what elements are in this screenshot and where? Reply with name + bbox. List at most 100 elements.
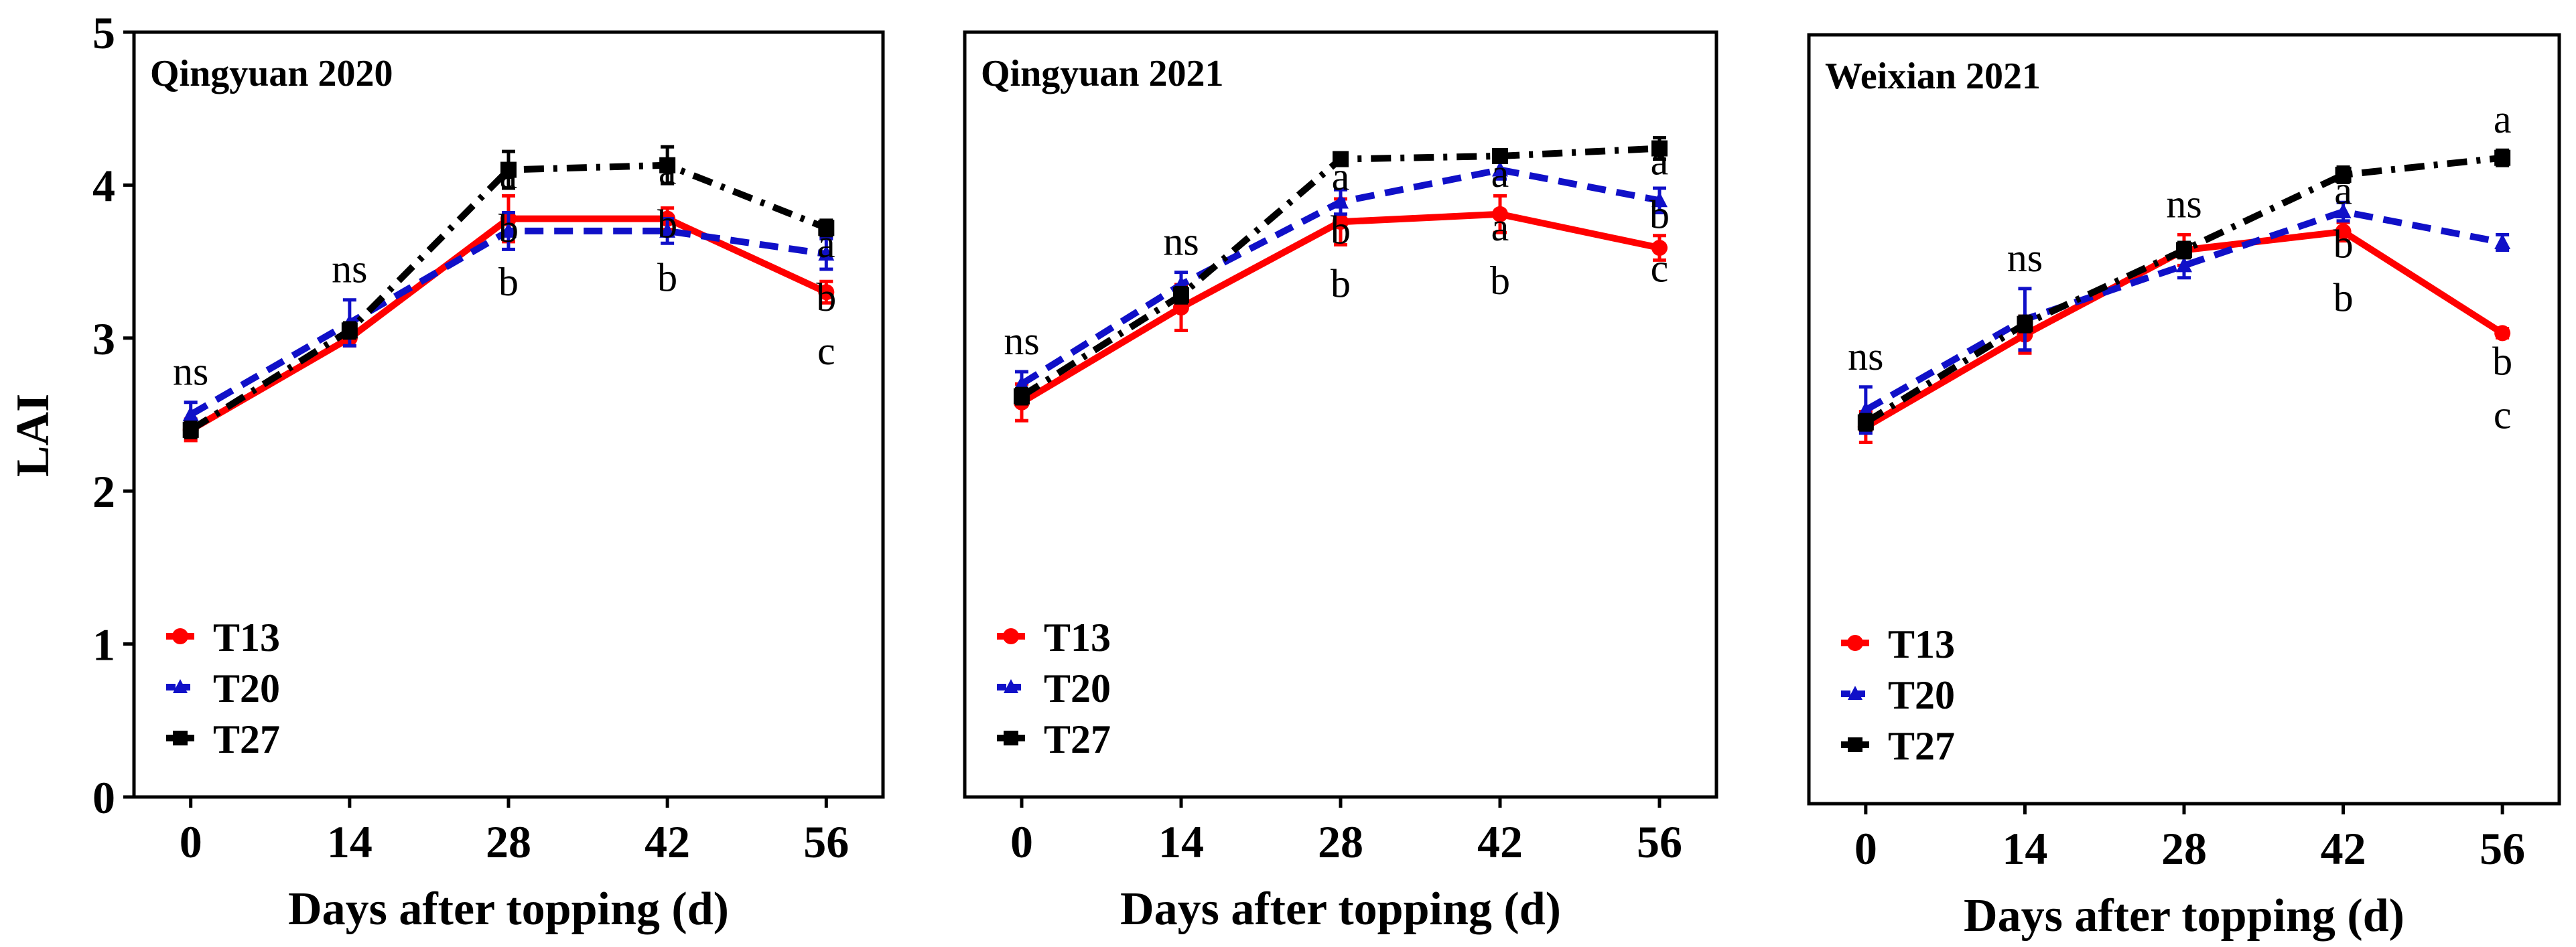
significance-letter: c [2494,392,2512,437]
x-tick-label: 56 [1637,816,1682,867]
significance-letter: b [498,206,519,250]
data-point [818,220,835,236]
legend-marker [1004,731,1018,745]
x-tick-label: 42 [645,816,690,867]
y-tick-label: 4 [92,160,115,211]
x-tick-label: 42 [2321,823,2366,874]
data-point [1014,388,1030,405]
x-tick-label: 56 [2480,823,2525,874]
data-point [2494,149,2511,166]
data-point [1492,206,1508,222]
data-point [1651,192,1668,208]
significance-letter: b [2333,222,2354,266]
data-point [2494,325,2511,342]
significance-letter: a [1651,139,1669,184]
y-tick-label: 1 [92,620,115,670]
x-tick-label: 56 [803,816,849,867]
significance-letter: b [1331,261,1351,305]
significance-letter: a [659,148,677,192]
data-point [818,284,835,301]
data-point [2335,166,2352,183]
data-point [182,421,199,438]
significance-letter: a [1491,151,1509,196]
y-tick-label: 0 [92,772,115,823]
data-point [659,157,676,173]
panel-title: Qingyuan 2021 [981,53,1224,94]
legend-label: T27 [1044,717,1111,761]
legend-label: T20 [213,666,280,711]
data-point [818,245,835,261]
series-line-t20 [189,227,827,418]
data-point [659,222,676,238]
legend-marker [173,679,188,693]
y-tick-label: 3 [92,313,115,364]
significance-letter: b [657,202,677,246]
legend-label: T20 [1888,673,1955,717]
data-point [1651,140,1668,157]
significance-letter: ns [173,350,208,394]
x-tick-label: 42 [1477,816,1523,867]
significance-letter: a [1332,154,1350,198]
significance-letter: a [817,222,835,266]
significance-letter: b [2333,275,2354,319]
y-tick-label: 5 [92,7,115,58]
x-tick-label: 14 [327,816,372,867]
significance-letter: ns [2166,181,2201,226]
legend-marker [1004,679,1018,693]
panel-1: Qingyuan 2020 0 14 28 42 56 Days after topping… [132,30,885,935]
data-point [1333,214,1349,230]
data-point [2335,203,2352,219]
legend: T13 T20 T27 [1841,622,1955,768]
x-axis-title: Days after topping (d) [1964,890,2404,942]
significance-letter: c [1651,246,1669,291]
data-point [1173,287,1189,303]
data-point [1333,193,1349,209]
x-tick-label: 28 [1318,816,1363,867]
data-point [2176,242,2192,259]
significance-letter: ns [1163,220,1199,264]
legend-label: T27 [1888,724,1955,768]
data-point [500,161,517,178]
data-point [2335,223,2352,240]
legend: T13 T20 T27 [997,615,1111,761]
legend-label: T13 [1888,622,1955,666]
legend-label: T13 [1044,615,1111,660]
significance-letter: b [498,260,519,304]
data-point [1333,151,1349,167]
significance-letter: b [816,275,836,319]
x-tick-label: 28 [486,816,531,867]
x-tick-label: 14 [2002,823,2047,874]
data-point [2017,315,2033,332]
data-point [341,322,358,339]
x-tick-label: 0 [1010,816,1033,867]
x-axis-title: Days after topping (d) [1120,883,1561,935]
data-point [1857,401,1874,417]
significance-letter: a [2334,168,2352,212]
data-point [2494,233,2511,249]
legend-marker [1848,737,1862,752]
panel-3: Weixian 2021 0 14 28 42 56 Days after topping … [1807,33,2561,942]
panel-title: Weixian 2021 [1825,56,2041,97]
x-tick-label: 28 [2161,823,2207,874]
x-tick-label: 0 [1854,823,1877,874]
legend: T13 T20 T27 [166,615,280,761]
significance-letter: b [1490,259,1510,303]
x-tick-label: 14 [1158,816,1204,867]
legend-label: T13 [213,615,280,660]
y-axis-title: LAI [7,394,59,477]
legend-label: T27 [213,717,280,761]
data-point [2176,257,2192,273]
legend-marker [173,731,188,745]
data-point [1014,375,1030,391]
significance-letter: ns [332,247,367,291]
panels: Qingyuan 2020 0 14 28 42 56 Days after topping… [132,30,2561,942]
series-t27 [1014,136,1668,406]
data-point [1857,414,1874,431]
y-tick-label: 2 [92,466,115,517]
significance-letter: b [1649,193,1670,237]
legend-label: T20 [1044,666,1111,711]
x-tick-label: 0 [180,816,202,867]
data-point [500,222,517,238]
significance-letter: a [500,153,518,197]
